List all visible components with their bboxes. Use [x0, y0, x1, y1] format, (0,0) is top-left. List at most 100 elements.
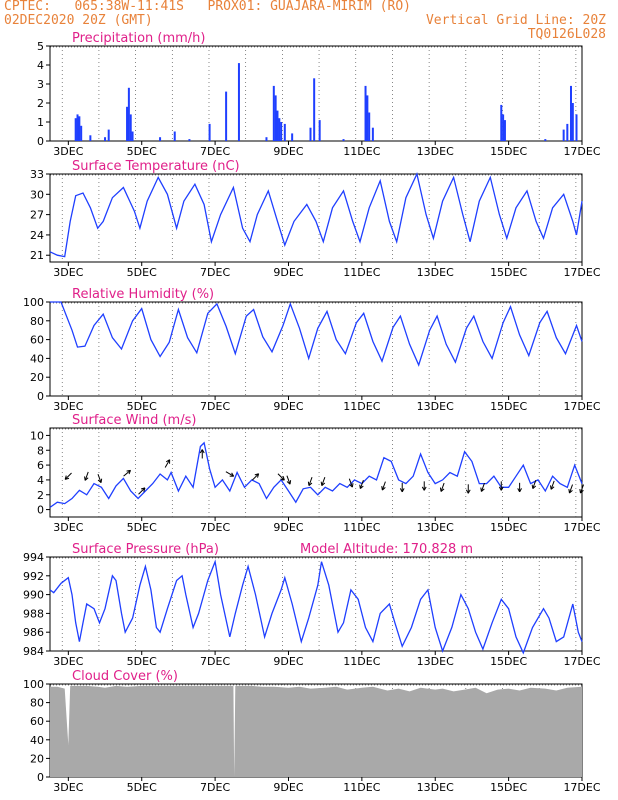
wind-arrow	[568, 484, 574, 494]
wind-arrow-head	[128, 470, 131, 475]
x-tick-label: 9DEC	[273, 781, 303, 794]
wind-arrow-head	[199, 449, 203, 454]
x-tick-label: 11DEC	[343, 145, 380, 158]
x-tick-label: 5DEC	[127, 521, 157, 534]
y-tick-label: 994	[23, 551, 44, 564]
precip-bar	[291, 133, 294, 141]
precip-bar	[500, 104, 503, 141]
wind-arrow-head	[381, 486, 383, 491]
wind-arrow-head	[569, 490, 573, 494]
header-datetime: 02DEC2020 20Z (GMT)	[4, 13, 153, 28]
panel-frame	[49, 173, 583, 263]
wind-arrow-head	[439, 487, 442, 492]
x-tick-label: 15DEC	[490, 655, 527, 668]
x-tick-label: 15DEC	[490, 521, 527, 534]
wind-arrow-head	[100, 478, 103, 483]
wind-arrow-head	[84, 477, 89, 481]
wind-arrow	[348, 478, 353, 488]
wind-arrow-head	[143, 487, 146, 492]
wind-arrow-head	[126, 469, 131, 472]
wind-arrow-head	[231, 472, 235, 477]
wind-arrow	[550, 480, 555, 490]
x-tick-label: 17DEC	[563, 655, 600, 668]
x-tick-label: 11DEC	[343, 521, 380, 534]
x-tick-label: 5DEC	[127, 266, 157, 279]
precip-bar	[571, 103, 574, 141]
wind-arrow-head	[532, 485, 537, 489]
wind-arrow	[532, 479, 537, 489]
y-tick-label: 2	[37, 489, 44, 502]
wind-arrow-head	[517, 488, 521, 493]
x-tick-label: 9DEC	[273, 145, 303, 158]
wind-arrow-head	[65, 477, 70, 480]
y-tick-label: 10	[30, 429, 44, 442]
wind-arrow-head	[320, 481, 323, 486]
panel-frame	[49, 301, 583, 397]
x-tick-label: 11DEC	[343, 781, 380, 794]
wind-arrow-head	[480, 487, 482, 492]
x-tick-label: 3DEC	[53, 781, 83, 794]
panel-annotation: Model Altitude: 170.828 m	[300, 542, 473, 557]
y-tick-label: 60	[30, 715, 44, 728]
y-tick-label: 40	[30, 352, 44, 365]
x-tick-label: 13DEC	[417, 781, 454, 794]
y-tick-label: 27	[30, 209, 44, 222]
precip-bar	[276, 110, 279, 141]
precip-bar	[127, 87, 130, 141]
x-tick-label: 17DEC	[563, 266, 600, 279]
panel-frame	[49, 45, 583, 142]
x-tick-label: 5DEC	[127, 781, 157, 794]
wind-arrow-head	[84, 476, 86, 481]
precip-bar	[265, 137, 268, 141]
y-tick-label: 100	[23, 678, 44, 691]
x-tick-label: 11DEC	[343, 266, 380, 279]
y-tick-label: 986	[23, 626, 44, 639]
precip-bar	[364, 85, 367, 141]
x-tick-label: 7DEC	[200, 400, 230, 413]
x-tick-label: 7DEC	[200, 521, 230, 534]
x-tick-label: 13DEC	[417, 521, 454, 534]
x-tick-label: 17DEC	[563, 400, 600, 413]
series-line	[50, 301, 583, 367]
y-tick-label: 992	[23, 570, 44, 583]
wind-arrow	[251, 473, 259, 481]
wind-arrow-head	[280, 478, 285, 481]
precip-bar	[89, 135, 92, 141]
x-tick-label: 3DEC	[53, 400, 83, 413]
wind-arrow-head	[579, 489, 581, 494]
wind-arrow-head	[531, 484, 534, 489]
x-tick-label: 5DEC	[127, 400, 157, 413]
precip-bar	[502, 114, 505, 141]
x-tick-label: 9DEC	[273, 266, 303, 279]
y-tick-label: 0	[37, 771, 44, 784]
panel-title: Cloud Cover (%)	[72, 669, 178, 684]
wind-arrow-head	[401, 488, 405, 493]
precip-bar	[272, 85, 275, 141]
precip-bar	[278, 118, 281, 141]
y-tick-label: 4	[37, 474, 44, 487]
wind-arrow	[321, 477, 326, 486]
wind-arrow	[381, 481, 386, 491]
y-tick-label: 0	[37, 390, 44, 403]
panel-frame	[49, 427, 583, 518]
precip-bar	[173, 131, 176, 141]
x-tick-label: 11DEC	[343, 400, 380, 413]
wind-arrow	[440, 482, 445, 492]
wind-arrow-head	[254, 473, 259, 476]
precip-bar	[575, 114, 578, 141]
wind-arrow-head	[359, 485, 364, 489]
y-tick-label: 80	[30, 697, 44, 710]
precip-bar	[283, 123, 286, 141]
x-tick-label: 13DEC	[417, 400, 454, 413]
wind-arrow-head	[201, 449, 205, 454]
x-tick-label: 3DEC	[53, 145, 83, 158]
wind-arrow-head	[257, 473, 260, 478]
x-tick-label: 15DEC	[490, 400, 527, 413]
wind-arrow-head	[498, 486, 502, 491]
y-tick-label: 8	[37, 444, 44, 457]
y-tick-label: 2	[37, 97, 44, 110]
precip-bar	[566, 123, 569, 141]
y-tick-label: 1	[37, 116, 44, 129]
wind-arrow-head	[289, 480, 292, 485]
